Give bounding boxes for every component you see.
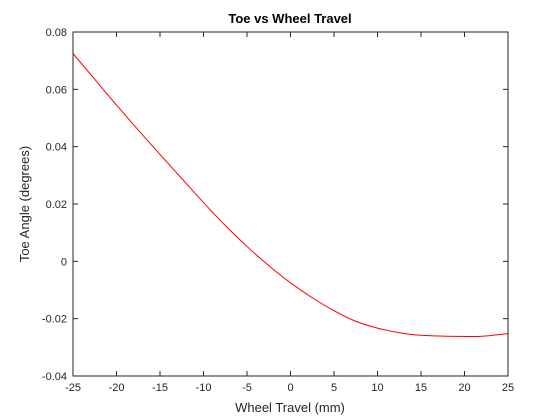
y-tick-label: 0.04 (46, 142, 67, 154)
x-tick-label: 25 (502, 382, 514, 394)
x-axis-label: Wheel Travel (mm) (235, 400, 345, 415)
series-layer (72, 53, 509, 338)
x-tick-label: -25 (65, 382, 81, 394)
y-tick-label: 0.08 (46, 27, 67, 39)
x-tick-label: -15 (152, 382, 168, 394)
ticks-layer: -25 -20 -15 -10 -5 0 5 10 15 20 25 -0.04 -0.02 0 0.02 0… (42, 27, 514, 394)
toe-curve-line (72, 53, 509, 338)
y-tick-label: -0.02 (42, 314, 67, 326)
y-tick-label: 0 (61, 256, 67, 268)
y-tick-label: 0.06 (46, 84, 67, 96)
x-tick-label: 5 (331, 382, 337, 394)
plot-frame (72, 31, 509, 377)
x-tick-label: -20 (109, 382, 125, 394)
y-tick-label: 0.02 (46, 199, 67, 211)
plot-area (73, 32, 508, 376)
x-tick-label: 10 (371, 382, 383, 394)
x-tick-label: -5 (242, 382, 252, 394)
x-tick-label: -10 (196, 382, 212, 394)
x-tick-label: 0 (287, 382, 293, 394)
y-tick-label: -0.04 (42, 371, 67, 383)
chart-title: Toe vs Wheel Travel (228, 11, 351, 26)
x-tick-label: 20 (458, 382, 470, 394)
y-axis-label: Toe Angle (degrees) (17, 146, 32, 262)
x-tick-label: 15 (415, 382, 427, 394)
